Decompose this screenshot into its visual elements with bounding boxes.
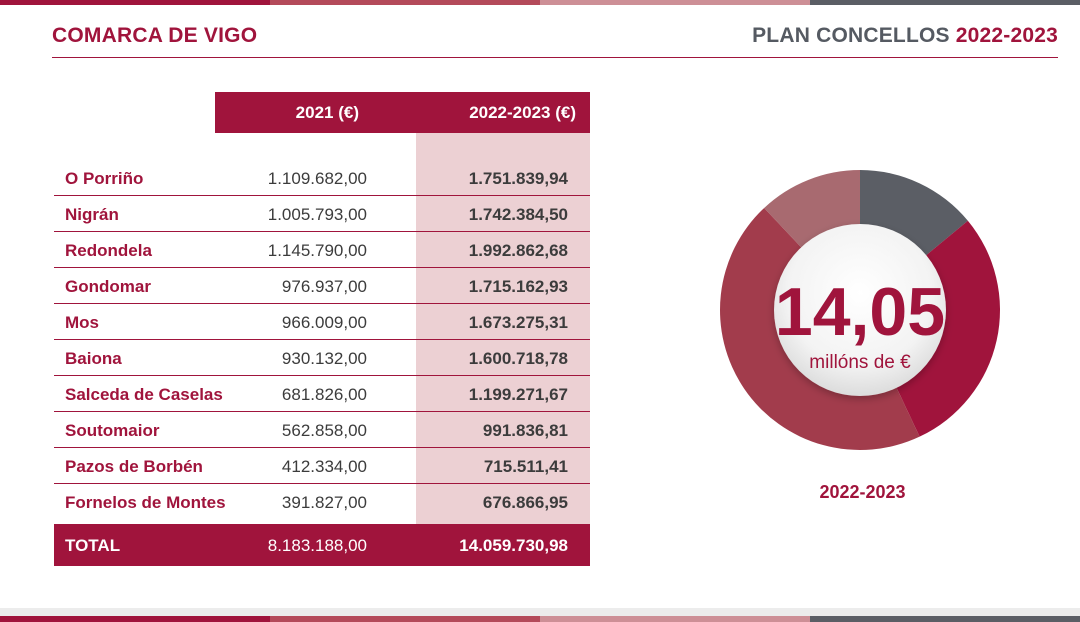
table-row: O Porriño 1.109.682,00 1.751.839,94 [54, 160, 590, 196]
plan-years: 2022-2023 [955, 24, 1058, 47]
bottom-color-stripe [0, 616, 1080, 622]
value-2021: 966.009,00 [281, 313, 367, 332]
municipality-name: O Porriño [65, 169, 144, 188]
plan-label: PLAN CONCELLOS [752, 24, 956, 47]
stripe-segment [0, 616, 270, 622]
total-2022-2023: 14.059.730,98 [459, 536, 568, 555]
funding-table: 2021 (€) 2022-2023 (€) O Porriño 1.109.6… [54, 92, 590, 566]
stripe-segment [270, 0, 540, 5]
region-title: COMARCA DE VIGO [52, 24, 258, 47]
total-label: TOTAL [65, 536, 121, 555]
stripe-segment [810, 616, 1080, 622]
value-2022-2023: 1.715.162,93 [468, 277, 568, 296]
table-row: Redondela 1.145.790,00 1.992.862,68 [54, 232, 590, 268]
stripe-segment [810, 0, 1080, 5]
footer-band [0, 608, 1080, 616]
value-2022-2023: 1.199.271,67 [468, 385, 568, 404]
municipality-name: Fornelos de Montes [65, 493, 226, 512]
donut-total-unit: millóns de € [809, 352, 911, 373]
table-header: 2021 (€) 2022-2023 (€) [215, 92, 590, 133]
value-2021: 1.005.793,00 [267, 205, 367, 224]
donut-segment-1 [860, 170, 968, 260]
municipality-name: Salceda de Caselas [65, 385, 223, 404]
value-2021: 1.145.790,00 [267, 241, 367, 260]
column-header-2021: 2021 (€) [295, 103, 359, 122]
value-2021: 1.109.682,00 [267, 169, 367, 188]
stripe-segment [0, 0, 270, 5]
value-2021: 681.826,00 [281, 385, 367, 404]
top-color-stripe [0, 0, 1080, 5]
stripe-segment [270, 616, 540, 622]
column-header-2022-2023: 2022-2023 (€) [469, 103, 576, 122]
municipality-name: Baiona [65, 349, 122, 368]
municipality-name: Gondomar [65, 277, 151, 296]
table-row: Salceda de Caselas 681.826,00 1.199.271,… [54, 376, 590, 412]
value-2022-2023: 1.673.275,31 [468, 313, 568, 332]
value-2022-2023: 715.511,41 [483, 457, 568, 476]
total-row: TOTAL 8.183.188,00 14.059.730,98 [54, 524, 590, 566]
table-row: Fornelos de Montes 391.827,00 676.866,95 [54, 484, 590, 520]
stripe-segment [540, 0, 810, 5]
donut-total-value: 14,05 [775, 274, 945, 350]
table-row: Baiona 930.132,00 1.600.718,78 [54, 340, 590, 376]
value-2021: 412.334,00 [281, 457, 367, 476]
value-2022-2023: 991.836,81 [482, 421, 568, 440]
value-2022-2023: 1.600.718,78 [468, 349, 568, 368]
highlight-column [416, 132, 590, 524]
municipality-name: Mos [65, 313, 99, 332]
table-row: Soutomaior 562.858,00 991.836,81 [54, 412, 590, 448]
total-2021: 8.183.188,00 [267, 536, 367, 555]
municipality-name: Soutomaior [65, 421, 160, 440]
municipality-name: Pazos de Borbén [65, 457, 203, 476]
value-2021: 930.132,00 [281, 349, 367, 368]
value-2022-2023: 1.742.384,50 [468, 205, 568, 224]
donut-caption: 2022-2023 [819, 482, 906, 502]
table-row: Gondomar 976.937,00 1.715.162,93 [54, 268, 590, 304]
donut-center [774, 224, 946, 396]
value-2022-2023: 676.866,95 [482, 493, 568, 512]
municipality-name: Redondela [65, 241, 152, 260]
value-2022-2023: 1.751.839,94 [468, 169, 568, 188]
page-header: COMARCA DE VIGO PLAN CONCELLOS 2022-2023 [52, 24, 1058, 58]
donut-segment-2 [894, 220, 1000, 437]
plan-title: PLAN CONCELLOS 2022-2023 [752, 24, 1058, 48]
value-2022-2023: 1.992.862,68 [468, 241, 568, 260]
donut-chart: 14,05 millóns de € [720, 170, 1000, 450]
value-2021: 391.827,00 [281, 493, 367, 512]
table-row: Pazos de Borbén 412.334,00 715.511,41 [54, 448, 590, 484]
stripe-segment [540, 616, 810, 622]
table-row: Mos 966.009,00 1.673.275,31 [54, 304, 590, 340]
value-2021: 562.858,00 [281, 421, 367, 440]
municipality-name: Nigrán [65, 205, 119, 224]
table-row: Nigrán 1.005.793,00 1.742.384,50 [54, 196, 590, 232]
value-2021: 976.937,00 [281, 277, 367, 296]
